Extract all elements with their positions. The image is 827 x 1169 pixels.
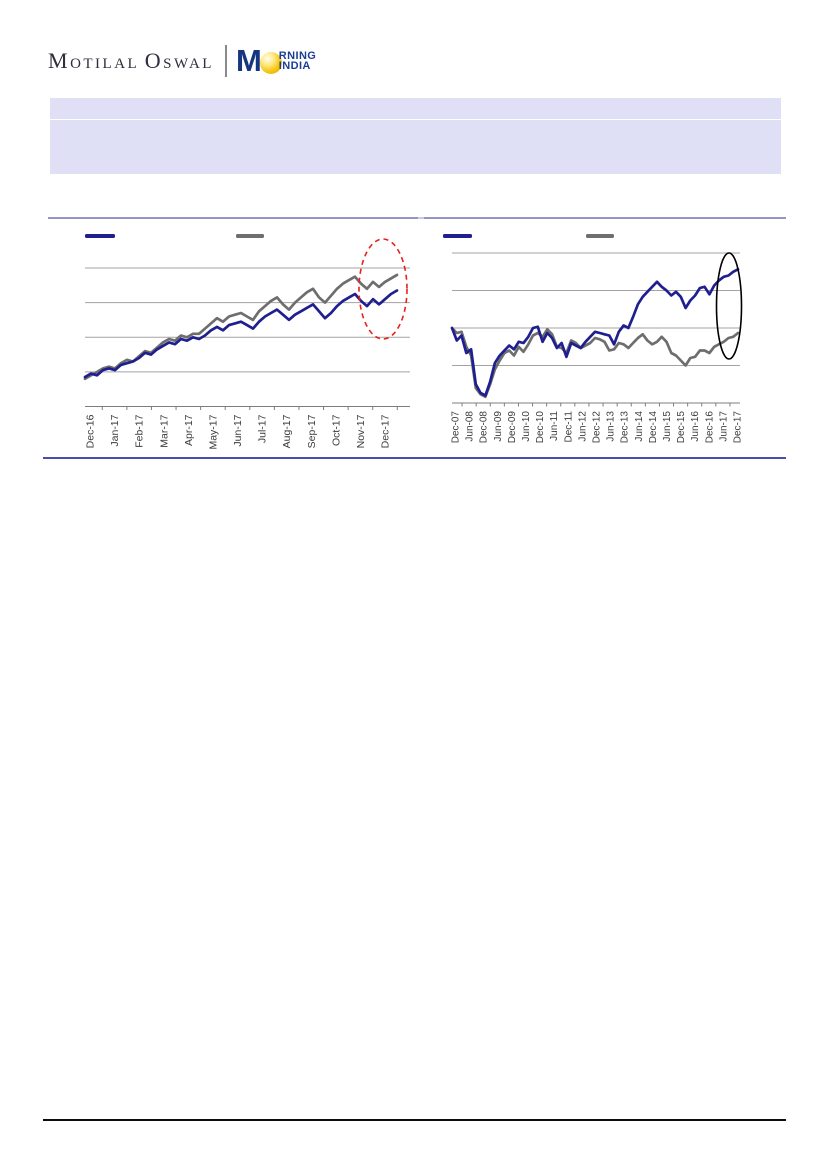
header-banner-title-band <box>50 98 781 119</box>
x-axis-label: Dec-16 <box>704 411 715 444</box>
x-axis-label: Dec-13 <box>620 411 631 444</box>
x-axis-label: Aug-17 <box>281 414 293 448</box>
chart-section-rule-gap <box>418 217 424 219</box>
chart-section-bottom-rule <box>43 457 786 459</box>
x-axis-label: Dec-11 <box>563 411 574 443</box>
legend-marker-blue-series <box>85 234 115 238</box>
gray-series-line <box>450 326 740 399</box>
x-axis-label: Sep-17 <box>306 414 318 448</box>
x-axis-label: Jun-16 <box>690 411 701 442</box>
highlight-ellipse <box>715 252 743 360</box>
x-axis-label: Oct-17 <box>330 414 342 446</box>
x-axis-label: Nov-17 <box>355 414 367 448</box>
x-axis-label: Jun-12 <box>577 411 588 442</box>
x-axis-label: Jun-14 <box>634 411 645 442</box>
x-axis-label: Dec-09 <box>507 411 518 444</box>
x-axis-label: Jan-17 <box>109 414 121 446</box>
brand-name: MOTILAL OSWAL <box>48 48 214 73</box>
page-bottom-rule <box>43 1119 786 1121</box>
right-chart: Dec-07 Jun-08 Dec-08 Jun-09 Dec-09 Jun-10 Dec-… <box>443 234 744 443</box>
x-axis-label: Jun-17 <box>232 414 244 446</box>
x-axis-label: Jun-10 <box>521 411 532 442</box>
x-axis-label: Jun-09 <box>493 411 504 442</box>
header-banner-body-band <box>50 120 781 174</box>
motilal-oswal-logo: MOTILAL OSWAL M RNING INDIA <box>48 40 316 82</box>
x-axis-label: May-17 <box>207 414 219 449</box>
x-axis-label: Jun-11 <box>549 411 560 441</box>
legend-marker-blue-series <box>443 234 472 238</box>
x-axis-label: Dec-17 <box>733 411 744 444</box>
sun-icon <box>259 52 282 74</box>
x-axis-label: Dec-10 <box>535 411 546 444</box>
morning-india-text: RNING INDIA <box>278 49 317 72</box>
x-axis-label: Apr-17 <box>183 414 195 446</box>
chart-section-top-rule <box>48 217 786 219</box>
morning-m-letter: M <box>235 43 262 78</box>
x-axis-label: Dec-17 <box>380 414 392 448</box>
x-axis-label: Jun-15 <box>662 411 673 442</box>
blue-series-line <box>83 289 399 379</box>
left-chart: Dec-16 Jan-17 Feb-17 Mar-17 Apr-17 May-17 Jun-… <box>83 234 410 450</box>
x-axis-label: Jul-17 <box>257 414 269 443</box>
legend-marker-gray-series <box>586 234 614 238</box>
x-axis-label: Feb-17 <box>134 414 146 447</box>
x-axis-label: Jun-13 <box>606 411 617 442</box>
logo-divider <box>224 45 227 77</box>
highlight-ellipse <box>358 238 408 340</box>
x-axis-label: Dec-15 <box>676 411 687 444</box>
legend-marker-gray-series <box>236 234 264 238</box>
x-axis-label: Dec-07 <box>451 411 462 444</box>
morning-india-logo: M RNING INDIA <box>235 43 317 78</box>
x-axis-label: Jun-17 <box>718 411 729 442</box>
x-axis-label: Dec-16 <box>85 414 97 448</box>
blue-series-line <box>450 267 740 397</box>
charts-canvas: Dec-16 Jan-17 Feb-17 Mar-17 Apr-17 May-17 Jun-… <box>83 234 744 450</box>
x-axis-label: Dec-12 <box>592 411 603 444</box>
x-axis-label: Dec-14 <box>648 411 659 444</box>
x-axis-label: Jun-08 <box>465 411 476 442</box>
x-axis-label: Mar-17 <box>158 414 170 447</box>
x-axis-label: Dec-08 <box>479 411 490 444</box>
